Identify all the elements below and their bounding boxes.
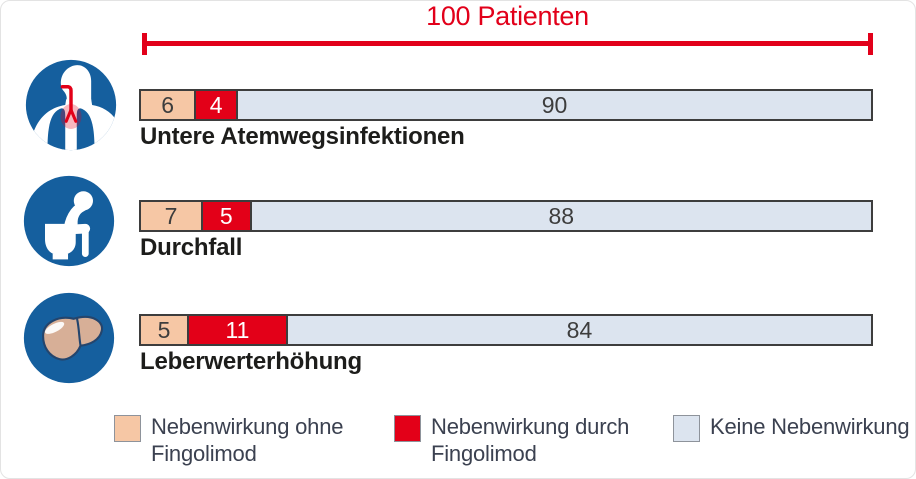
legend-item-ohne-fingolimod: Nebenwirkung ohne Fingolimod	[114, 413, 343, 467]
diarrhea-toilet-icon	[21, 173, 117, 269]
legend-swatch-durch-fingolimod	[394, 415, 421, 442]
legend-item-durch-fingolimod: Nebenwirkung durch Fingolimod	[394, 413, 629, 467]
legend-swatch-keine-nebenwirkung	[673, 415, 700, 442]
legend-label-line2: Fingolimod	[431, 441, 537, 466]
segment-value: 88	[548, 202, 575, 229]
category-label-leberwerterhoehung: Leberwerterhöhung	[140, 348, 362, 375]
segment-value: 6	[161, 91, 175, 118]
bar-segment-keine-nebenwirkung: 88	[251, 202, 871, 230]
lower-airway-infection-icon-svg	[25, 59, 117, 151]
legend-label: Nebenwirkung durch Fingolimod	[431, 413, 629, 467]
segment-value: 4	[209, 91, 223, 118]
category-label-untere-atemwegsinfektionen: Untere Atemwegsinfektionen	[140, 123, 465, 150]
segment-value: 5	[157, 316, 171, 343]
segment-value: 90	[541, 91, 568, 118]
category-label-durchfall: Durchfall	[140, 234, 243, 261]
bar-segment-durch-fingolimod: 4	[196, 91, 239, 119]
segment-value: 11	[225, 316, 250, 343]
bar-segment-durch-fingolimod: 11	[188, 316, 288, 344]
legend-item-keine-nebenwirkung: Keine Nebenwirkung	[673, 413, 910, 442]
liver-icon-svg	[23, 292, 115, 384]
legend-label-line1: Nebenwirkung ohne	[151, 414, 344, 439]
legend-swatch-ohne-fingolimod	[114, 415, 141, 442]
chart-title: 100 Patienten	[426, 1, 589, 31]
stacked-bar-untere-atemwegsinfektionen: 6 4 90	[139, 89, 873, 121]
bar-segment-keine-nebenwirkung: 90	[238, 91, 871, 119]
legend-label-line1: Keine Nebenwirkung	[710, 414, 910, 439]
lower-airway-infection-icon	[23, 57, 119, 153]
legend-label-line1: Nebenwirkung durch	[431, 414, 630, 439]
legend-label: Keine Nebenwirkung	[710, 413, 910, 440]
stacked-bar-leberwerterhoehung: 5 11 84	[139, 314, 873, 346]
legend-label-line2: Fingolimod	[151, 441, 257, 466]
patients-scale-bracket	[142, 33, 873, 55]
stacked-bar-durchfall: 7 5 88	[139, 200, 873, 232]
segment-value: 84	[566, 316, 593, 343]
bar-segment-ohne-fingolimod: 5	[141, 316, 189, 344]
bar-segment-keine-nebenwirkung: 84	[287, 316, 872, 344]
diarrhea-toilet-icon-svg	[23, 175, 115, 267]
bar-segment-ohne-fingolimod: 7	[141, 202, 204, 230]
bar-segment-durch-fingolimod: 5	[203, 202, 252, 230]
bar-segment-ohne-fingolimod: 6	[141, 91, 197, 119]
legend-label: Nebenwirkung ohne Fingolimod	[151, 413, 343, 467]
segment-value: 7	[164, 202, 178, 229]
liver-icon	[21, 290, 117, 386]
segment-value: 5	[219, 202, 233, 229]
